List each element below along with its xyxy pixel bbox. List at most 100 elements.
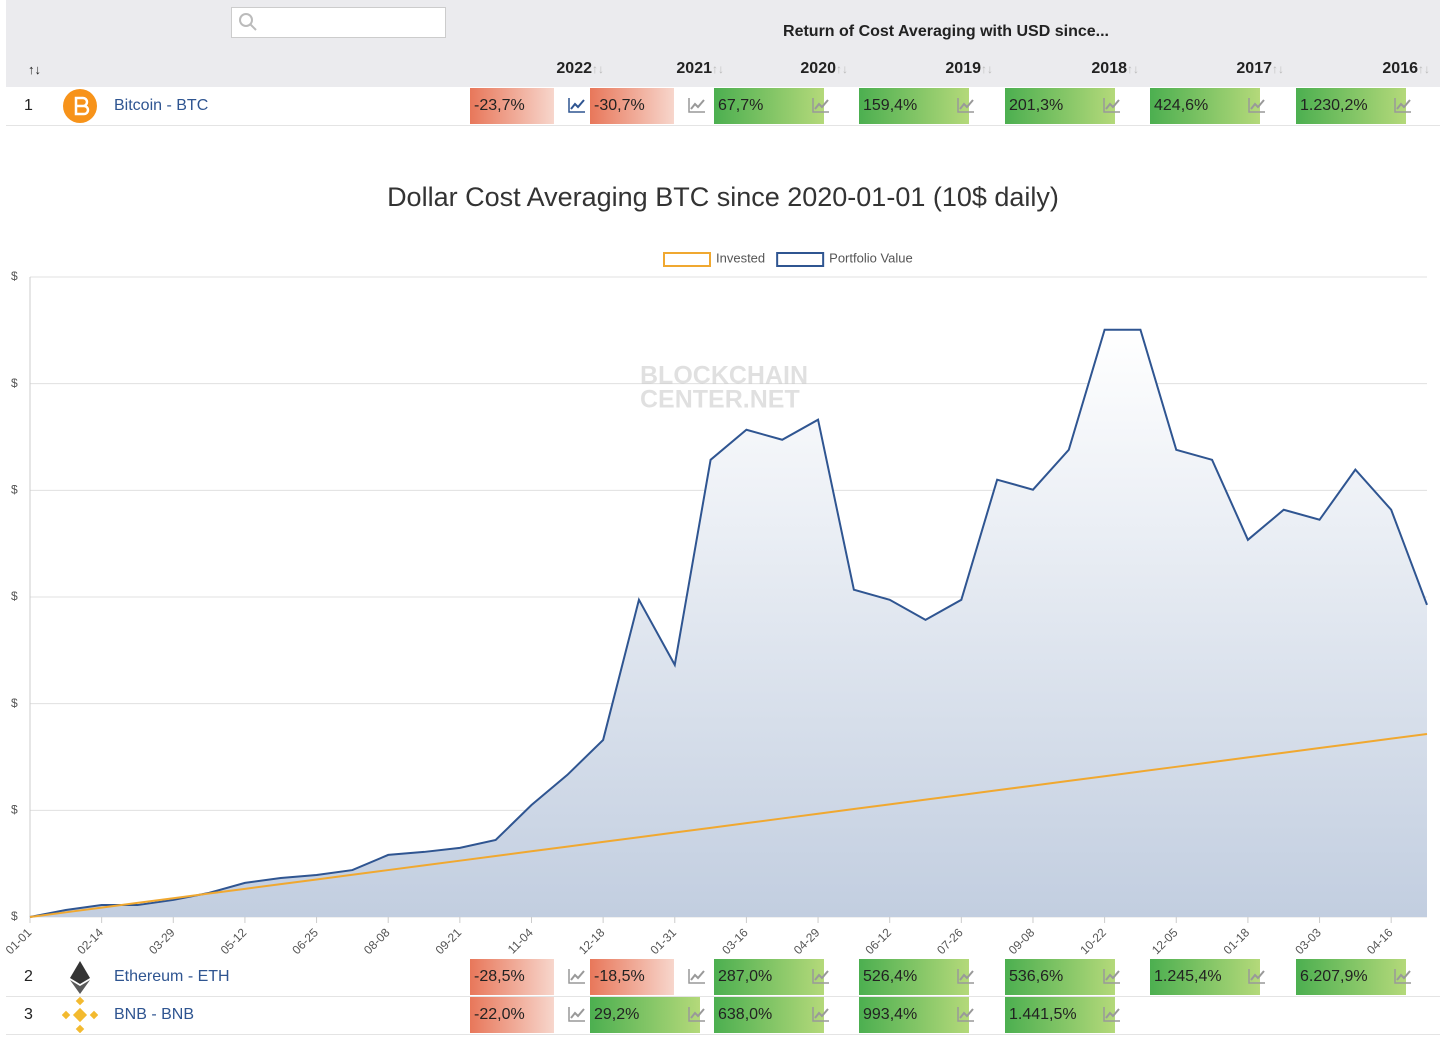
year-header[interactable]: 2022↑↓ <box>510 60 604 78</box>
chart-icon <box>688 969 705 984</box>
return-cell: -28,5% <box>470 959 554 995</box>
return-cell: 201,3% <box>1005 88 1115 124</box>
y-tick-label: $ <box>11 909 18 923</box>
chart-button[interactable] <box>812 97 830 118</box>
return-cell: 6.207,9% <box>1296 959 1406 995</box>
return-cell: -30,7% <box>590 88 674 124</box>
coin-icon <box>61 996 99 1038</box>
return-cell: 1.441,5% <box>1005 997 1115 1033</box>
y-tick-label: $ <box>11 589 18 603</box>
chart-button[interactable] <box>688 968 706 989</box>
chart-icon <box>1103 969 1120 984</box>
chart-icon <box>812 969 829 984</box>
return-cell: -22,0% <box>470 997 554 1033</box>
sort-icon: ↑↓ <box>836 62 848 76</box>
chart-button[interactable] <box>688 1006 706 1027</box>
chart-icon <box>957 969 974 984</box>
chart-icon <box>957 1007 974 1022</box>
year-header[interactable]: 2021↑↓ <box>630 60 724 78</box>
chart-button[interactable] <box>568 97 586 118</box>
legend-label: Portfolio Value <box>829 250 913 265</box>
year-label: 2019 <box>945 60 981 77</box>
coin-name[interactable]: Bitcoin - BTC <box>114 97 209 114</box>
year-label: 2021 <box>676 60 712 77</box>
coin-name[interactable]: Ethereum - ETH <box>114 968 230 985</box>
search-icon <box>239 13 257 31</box>
return-cell: 536,6% <box>1005 959 1115 995</box>
chart-button[interactable] <box>957 97 975 118</box>
chart-icon <box>1103 98 1120 113</box>
y-tick-label: $ <box>11 483 18 497</box>
chart-icon <box>1394 98 1411 113</box>
chart-button[interactable] <box>688 97 706 118</box>
year-header[interactable]: 2018↑↓ <box>1045 60 1139 78</box>
chart-icon <box>688 1007 705 1022</box>
coin-logo <box>70 961 90 994</box>
chart-button[interactable] <box>1103 1006 1121 1027</box>
coin-logo <box>63 89 97 123</box>
chart-button[interactable] <box>568 968 586 989</box>
coin-icon <box>62 959 98 1000</box>
sort-icon: ↑↓ <box>1418 62 1430 76</box>
y-tick-label: $ <box>11 376 18 390</box>
area <box>30 329 1427 917</box>
chart-button[interactable] <box>957 968 975 989</box>
year-label: 2017 <box>1236 60 1272 77</box>
y-tick-label: $ <box>11 803 18 817</box>
rank: 3 <box>24 1006 33 1023</box>
chart-button[interactable] <box>1248 97 1266 118</box>
chart-button[interactable] <box>1394 97 1412 118</box>
header-title: Return of Cost Averaging with USD since.… <box>783 23 1109 40</box>
line <box>29 328 1428 918</box>
chart-button[interactable] <box>812 1006 830 1027</box>
chart-button[interactable] <box>568 1006 586 1027</box>
rank: 2 <box>24 968 33 985</box>
chart-icon <box>957 98 974 113</box>
chart-icon <box>568 98 585 113</box>
return-cell: 159,4% <box>859 88 969 124</box>
chart-icon <box>1394 969 1411 984</box>
watermark: CENTER.NET <box>640 386 800 414</box>
year-header[interactable]: 2016↑↓ <box>1336 60 1430 78</box>
return-cell: 1.245,4% <box>1150 959 1260 995</box>
rank: 1 <box>24 97 33 114</box>
year-header[interactable]: 2017↑↓ <box>1190 60 1284 78</box>
year-label: 2016 <box>1382 60 1418 77</box>
sort-icon: ↑↓ <box>1272 62 1284 76</box>
search-box[interactable] <box>231 7 446 38</box>
chart-button[interactable] <box>1248 968 1266 989</box>
return-cell: 67,7% <box>714 88 824 124</box>
return-cell: 638,0% <box>714 997 824 1033</box>
chart-button[interactable] <box>1103 97 1121 118</box>
table-row: 2 Ethereum - ETH -28,5% -18,5% 287,0% 526,4% 5… <box>6 958 1440 997</box>
rank-sort[interactable]: ↑↓ <box>28 62 41 77</box>
table-row: 1 Bitcoin - BTC -23,7% -30,7% 67,7% 159,4% 201… <box>6 87 1440 126</box>
year-label: 2018 <box>1091 60 1127 77</box>
return-cell: 29,2% <box>590 997 700 1033</box>
year-label: 2020 <box>800 60 836 77</box>
coin-logo <box>61 996 99 1034</box>
chart-icon <box>688 98 705 113</box>
y-tick-label: $ <box>11 269 18 283</box>
sort-icon: ↑↓ <box>981 62 993 76</box>
chart-button[interactable] <box>812 968 830 989</box>
year-header[interactable]: 2020↑↓ <box>754 60 848 78</box>
chart-button[interactable] <box>1394 968 1412 989</box>
year-label: 2022 <box>556 60 592 77</box>
chart-icon <box>1248 969 1265 984</box>
watermark: BLOCKCHAIN <box>640 362 808 390</box>
chart-title: Dollar Cost Averaging BTC since 2020-01-… <box>387 182 1059 212</box>
legend-swatch <box>663 252 711 267</box>
coin-name[interactable]: BNB - BNB <box>114 1006 195 1023</box>
chart-button[interactable] <box>957 1006 975 1027</box>
year-header[interactable]: 2019↑↓ <box>899 60 993 78</box>
sort-icon: ↑↓ <box>712 62 724 76</box>
return-cell: -18,5% <box>590 959 674 995</box>
table-row: 3 BNB - BNB -22,0% 29,2% 638,0% 993,4% 1.441,5… <box>6 996 1440 1035</box>
legend-label: Invested <box>716 250 765 265</box>
chart-button[interactable] <box>1103 968 1121 989</box>
return-cell: 526,4% <box>859 959 969 995</box>
return-cell: 993,4% <box>859 997 969 1033</box>
legend-swatch <box>776 252 825 267</box>
